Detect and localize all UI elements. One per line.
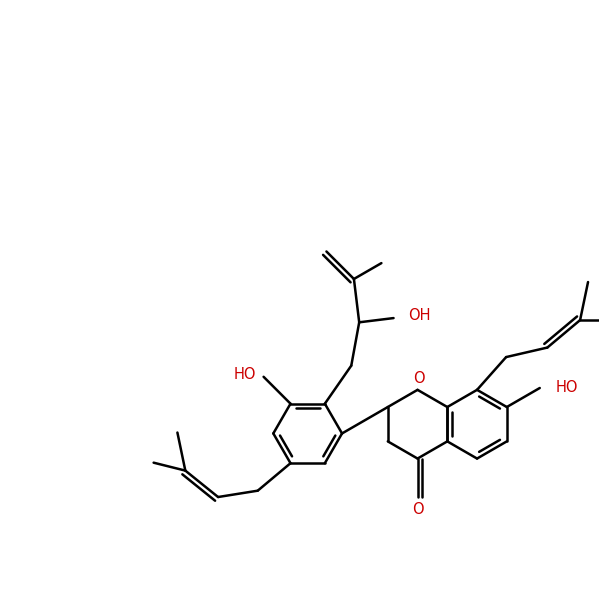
Text: O: O — [413, 371, 424, 386]
Text: HO: HO — [233, 367, 256, 382]
Text: O: O — [412, 502, 424, 517]
Text: OH: OH — [409, 308, 431, 323]
Text: HO: HO — [556, 380, 578, 395]
